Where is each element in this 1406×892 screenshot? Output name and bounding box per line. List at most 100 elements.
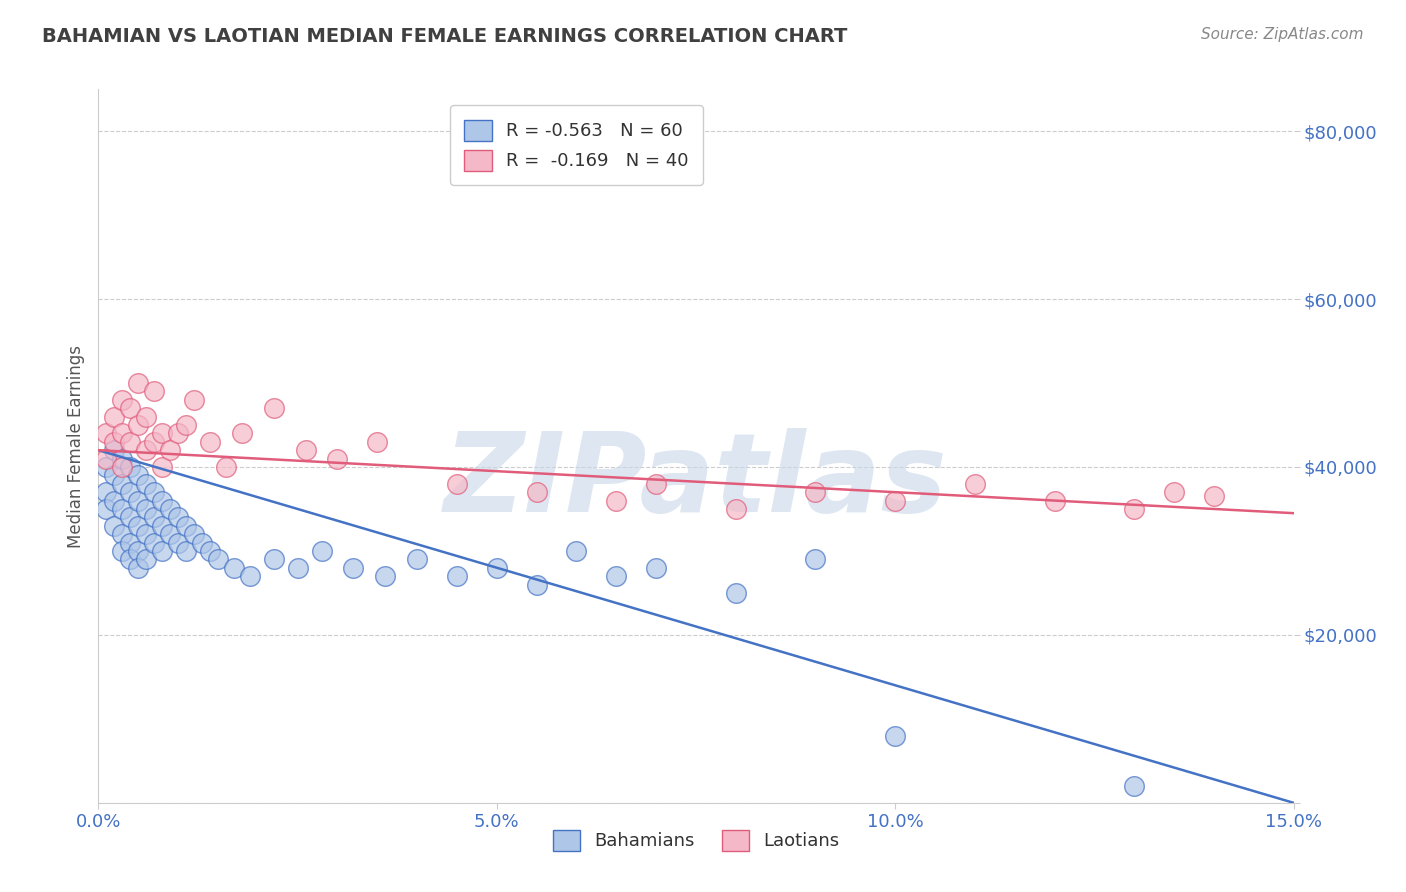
Point (1043, 493, 1066, 508)
Point (1202, 489, 1225, 503)
Point (127, 544, 149, 558)
Point (263, 401, 285, 416)
Text: BAHAMIAN VS LAOTIAN MEDIAN FEMALE EARNINGS CORRELATION CHART: BAHAMIAN VS LAOTIAN MEDIAN FEMALE EARNIN… (42, 27, 848, 45)
Point (239, 569, 262, 583)
Point (342, 560, 364, 574)
Point (103, 443, 125, 458)
Point (1123, 779, 1146, 793)
Point (150, 518, 173, 533)
Point (526, 485, 548, 500)
Point (120, 535, 142, 549)
Point (143, 434, 166, 449)
Point (127, 518, 149, 533)
Point (183, 392, 205, 407)
Point (120, 460, 142, 475)
Point (174, 544, 197, 558)
Point (215, 460, 238, 475)
Point (183, 527, 205, 541)
Point (605, 569, 627, 583)
Point (96, 460, 118, 475)
Point (884, 729, 907, 743)
Y-axis label: Median Female Earnings: Median Female Earnings (66, 344, 84, 548)
Point (96, 485, 118, 500)
Point (120, 434, 142, 449)
Point (111, 460, 134, 475)
Point (326, 451, 349, 466)
Point (167, 535, 190, 549)
Point (645, 560, 668, 574)
Point (120, 510, 142, 524)
Point (406, 552, 429, 566)
Point (120, 552, 142, 566)
Point (120, 401, 142, 416)
Legend: Bahamians, Laotians: Bahamians, Laotians (546, 822, 846, 858)
Point (103, 493, 125, 508)
Point (96, 426, 118, 441)
Point (294, 443, 316, 458)
Point (135, 443, 157, 458)
Point (111, 502, 134, 516)
Point (485, 560, 508, 574)
Point (311, 544, 333, 558)
Point (111, 426, 134, 441)
Point (111, 451, 134, 466)
Point (143, 384, 166, 399)
Point (207, 552, 229, 566)
Point (150, 460, 173, 475)
Point (150, 426, 173, 441)
Point (526, 577, 548, 591)
Point (159, 502, 181, 516)
Point (103, 434, 125, 449)
Point (605, 493, 627, 508)
Point (111, 527, 134, 541)
Point (127, 493, 149, 508)
Point (174, 417, 197, 432)
Point (150, 544, 173, 558)
Point (103, 518, 125, 533)
Point (191, 535, 214, 549)
Point (963, 476, 986, 491)
Point (804, 552, 827, 566)
Point (120, 485, 142, 500)
Text: ZIPatlas: ZIPatlas (444, 428, 948, 535)
Point (103, 409, 125, 424)
Point (127, 560, 149, 574)
Point (231, 426, 253, 441)
Point (198, 544, 221, 558)
Point (446, 569, 468, 583)
Point (103, 468, 125, 483)
Point (645, 476, 668, 491)
Point (167, 426, 190, 441)
Point (127, 468, 149, 483)
Point (366, 434, 388, 449)
Point (135, 476, 157, 491)
Point (143, 535, 166, 549)
Point (374, 569, 396, 583)
Point (263, 552, 285, 566)
Point (565, 544, 588, 558)
Point (884, 493, 907, 508)
Point (135, 527, 157, 541)
Point (287, 560, 309, 574)
Point (143, 510, 166, 524)
Point (111, 476, 134, 491)
Point (135, 502, 157, 516)
Text: Source: ZipAtlas.com: Source: ZipAtlas.com (1201, 27, 1364, 42)
Point (111, 544, 134, 558)
Point (159, 527, 181, 541)
Point (1163, 485, 1185, 500)
Point (724, 586, 747, 600)
Point (167, 510, 190, 524)
Point (96, 451, 118, 466)
Point (174, 518, 197, 533)
Point (198, 434, 221, 449)
Point (150, 493, 173, 508)
Point (159, 443, 181, 458)
Point (804, 485, 827, 500)
Point (127, 376, 149, 390)
Point (446, 476, 468, 491)
Point (1123, 502, 1146, 516)
Point (135, 552, 157, 566)
Point (724, 502, 747, 516)
Point (127, 417, 149, 432)
